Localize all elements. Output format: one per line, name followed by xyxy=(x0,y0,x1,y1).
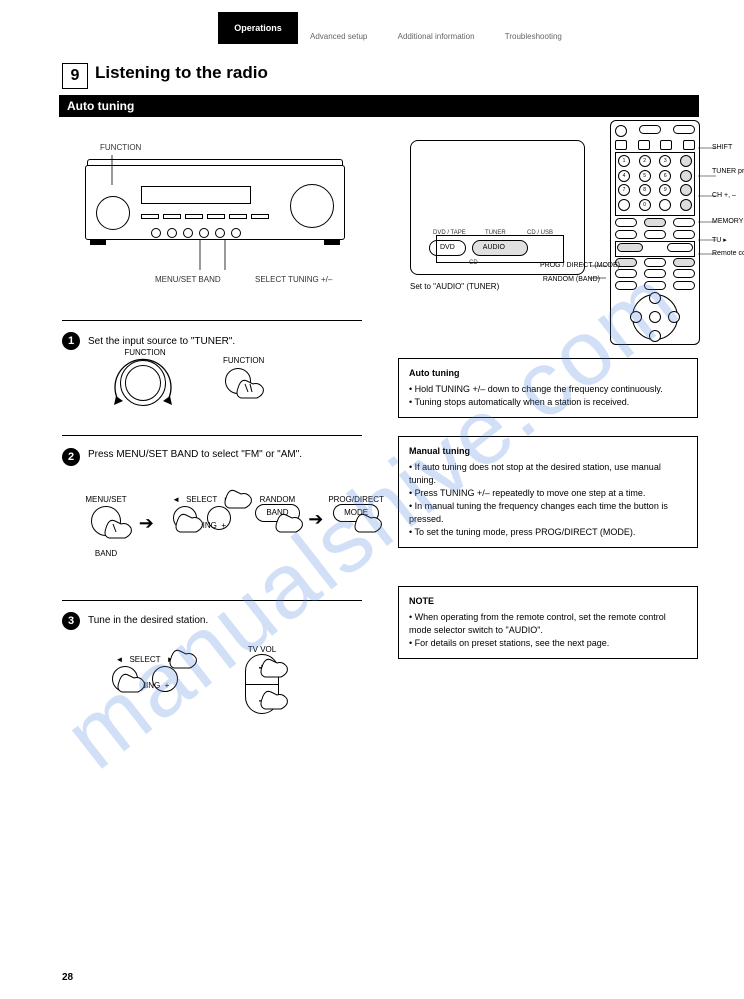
remote-callout-tu: TU ▸ xyxy=(712,236,727,244)
step-1-text: Set the input source to "TUNER". xyxy=(88,335,358,349)
step-3-text: Tune in the desired station. xyxy=(88,614,368,628)
tab-operations: Operations xyxy=(218,12,298,44)
step-3-number: 3 xyxy=(62,612,80,630)
remote-mode-zoom-illustration: DVD / TAPE TUNER CD / USB DVD AUDIO CD xyxy=(410,140,585,275)
arrow-right-icon: ➔ xyxy=(308,509,323,530)
step-2-number: 2 xyxy=(62,448,80,466)
remote-callout-progdirect: PROG / DIRECT (MODE) xyxy=(540,262,600,270)
top-nav-1: Advanced setup xyxy=(310,32,367,41)
tv-vol-illustration: TV VOL + – xyxy=(245,645,279,714)
step-2-illustration: MENU/SET BAND ➔ ◄SELECT► – TUNING + RAND… xyxy=(80,495,386,558)
remote-callout-ch: CH +, – xyxy=(712,192,736,199)
arrow-right-icon: ➔ xyxy=(139,513,154,534)
step-3-illustration: ◄SELECT► – TUNING + xyxy=(95,655,195,690)
remote-callout-memory: MEMORY xyxy=(712,218,743,225)
top-nav-2: Additional information xyxy=(398,32,475,41)
unit-callout-function: FUNCTION xyxy=(100,143,141,152)
chapter-title: Listening to the radio xyxy=(95,63,268,83)
function-knob-illustration: FUNCTION xyxy=(120,360,166,406)
remote-callout-random: RANDOM (BAND) xyxy=(540,276,600,284)
step-2-text: Press MENU/SET BAND to select "FM" or "A… xyxy=(88,448,368,462)
top-nav-3: Troubleshooting xyxy=(505,32,562,41)
page-number: 28 xyxy=(62,972,73,983)
remote-callout-modeswitch: Remote control mode selector switch xyxy=(712,250,742,258)
remote-callout-preset: TUNER preset buttons xyxy=(712,168,742,176)
infobox-manual-tuning: Manual tuning If auto tuning does not st… xyxy=(398,436,698,548)
unit-callout-tuning: SELECT TUNING +/– xyxy=(255,275,332,284)
receiver-unit-illustration xyxy=(85,155,345,250)
infobox-auto-tuning: Auto tuning Hold TUNING +/– down to chan… xyxy=(398,358,698,418)
infobox-note: NOTE When operating from the remote cont… xyxy=(398,586,698,659)
chapter-number: 9 xyxy=(62,63,88,89)
function-push-illustration: FUNCTION xyxy=(225,368,251,394)
step-1-number: 1 xyxy=(62,332,80,350)
unit-callout-band: MENU/SET BAND xyxy=(155,275,221,284)
remote-callout-shift: SHIFT xyxy=(712,144,732,151)
section-title-bar: Auto tuning xyxy=(59,95,699,117)
top-nav-labels: Advanced setup Additional information Tr… xyxy=(310,32,590,41)
